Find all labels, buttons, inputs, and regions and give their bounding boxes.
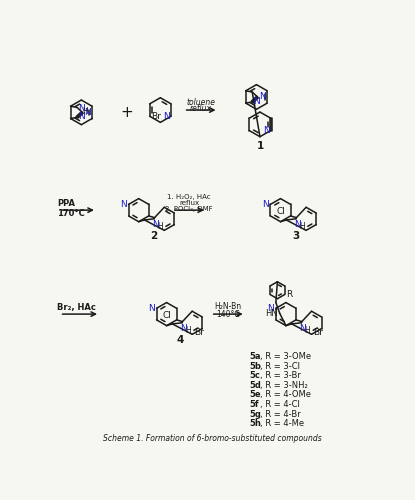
Text: Scheme 1. Formation of 6-bromo-substituted compounds: Scheme 1. Formation of 6-bromo-substitut… — [103, 434, 322, 444]
Text: , R = 3-NH₂: , R = 3-NH₂ — [259, 381, 308, 390]
Text: N: N — [78, 104, 85, 112]
Text: 1. H₂O₂, HAc: 1. H₂O₂, HAc — [167, 194, 211, 200]
Text: Cl: Cl — [276, 208, 285, 216]
Text: H: H — [157, 222, 163, 232]
Text: 5h: 5h — [249, 420, 261, 428]
Text: 170°C: 170°C — [57, 210, 85, 218]
Text: , R = 4-Me: , R = 4-Me — [259, 420, 304, 428]
Text: 5e: 5e — [249, 390, 261, 400]
Text: H: H — [299, 222, 305, 232]
Text: N: N — [294, 220, 300, 229]
Text: N: N — [152, 220, 159, 229]
Text: 4: 4 — [177, 336, 184, 345]
Text: N: N — [268, 304, 274, 313]
Text: , R = 4-Cl: , R = 4-Cl — [259, 400, 300, 409]
Text: N: N — [253, 96, 260, 106]
Text: N: N — [164, 112, 170, 120]
Text: 5f: 5f — [249, 400, 259, 409]
Text: toluene: toluene — [186, 98, 215, 107]
Text: +: + — [121, 105, 134, 120]
Text: 5a: 5a — [249, 352, 261, 361]
Text: 1: 1 — [256, 141, 264, 151]
Text: N: N — [120, 200, 127, 209]
Text: HN: HN — [265, 309, 277, 318]
Text: Br₂, HAc: Br₂, HAc — [57, 304, 96, 312]
Text: H: H — [83, 107, 88, 116]
Text: , R = 4-OMe: , R = 4-OMe — [259, 390, 310, 400]
Text: N: N — [180, 324, 187, 333]
Text: Br: Br — [151, 112, 161, 120]
Text: 5g: 5g — [249, 410, 261, 418]
Text: 5d: 5d — [249, 381, 261, 390]
Text: 3: 3 — [293, 232, 300, 241]
Text: , R = 3-Cl: , R = 3-Cl — [259, 362, 300, 370]
Text: N: N — [259, 92, 266, 102]
Text: 2: 2 — [151, 232, 158, 241]
Text: N: N — [299, 324, 306, 333]
Text: 140°C: 140°C — [216, 310, 239, 320]
Text: Br: Br — [313, 328, 323, 338]
Text: 2. POCl₃, DMF: 2. POCl₃, DMF — [165, 206, 213, 212]
Text: N: N — [78, 112, 85, 121]
Text: 5b: 5b — [249, 362, 261, 370]
Text: H: H — [185, 326, 191, 336]
Text: , R = 4-Br: , R = 4-Br — [259, 410, 300, 418]
Text: reflux: reflux — [179, 200, 199, 206]
Text: N: N — [84, 108, 90, 117]
Text: 5c: 5c — [249, 371, 260, 380]
Text: R: R — [286, 290, 293, 299]
Text: H: H — [304, 326, 310, 336]
Text: Cl: Cl — [162, 312, 171, 320]
Text: PPA: PPA — [57, 198, 75, 207]
Text: N: N — [262, 200, 269, 209]
Text: H₂N-Bn: H₂N-Bn — [214, 302, 242, 311]
Text: , R = 3-Br: , R = 3-Br — [259, 371, 300, 380]
Text: reflux: reflux — [190, 104, 212, 113]
Text: , R = 3-OMe: , R = 3-OMe — [259, 352, 311, 361]
Text: Br: Br — [194, 328, 204, 338]
Text: N: N — [148, 304, 155, 313]
Text: N: N — [263, 126, 270, 135]
